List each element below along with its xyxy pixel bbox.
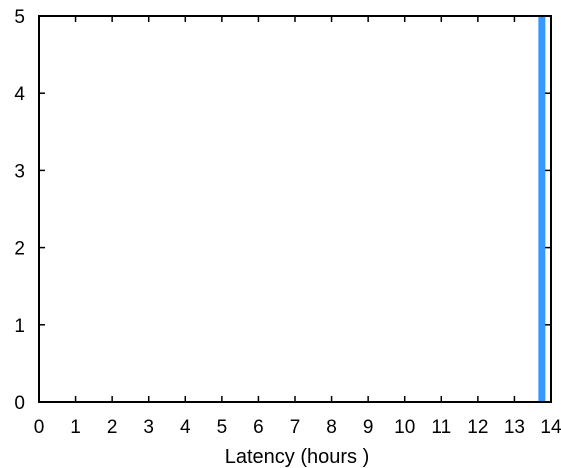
bars-layer xyxy=(538,16,546,402)
y-tick-label: 1 xyxy=(14,316,25,337)
plot-frame xyxy=(38,15,552,403)
y-tick-label: 4 xyxy=(14,84,25,105)
x-tick-label: 0 xyxy=(34,417,45,438)
x-tick-label: 2 xyxy=(107,417,118,438)
x-tick-label: 1 xyxy=(70,417,81,438)
x-tick-label: 4 xyxy=(180,417,191,438)
x-tick-label: 6 xyxy=(253,417,264,438)
x-tick-label: 11 xyxy=(431,417,451,438)
y-axis-ticks: 0 1 2 3 4 5 xyxy=(14,7,551,414)
x-tick-label: 7 xyxy=(290,417,301,438)
bar-0 xyxy=(538,16,546,402)
x-tick-label: 13 xyxy=(504,417,525,438)
x-tick-label: 9 xyxy=(363,417,374,438)
x-tick-label: 14 xyxy=(540,417,561,438)
x-tick-label: 12 xyxy=(467,417,488,438)
x-tick-label: 8 xyxy=(326,417,337,438)
x-tick-label: 5 xyxy=(217,417,228,438)
x-tick-label: 3 xyxy=(143,417,154,438)
y-tick-label: 0 xyxy=(14,393,25,414)
x-tick-label: 10 xyxy=(394,417,415,438)
y-tick-label: 5 xyxy=(14,7,25,28)
x-axis-ticks: 0 1 2 3 4 5 6 7 8 9 10 11 12 13 14 xyxy=(34,16,561,438)
y-tick-label: 3 xyxy=(14,161,25,182)
x-axis-label: Latency (hours ) xyxy=(225,446,370,468)
y-tick-label: 2 xyxy=(14,239,25,260)
